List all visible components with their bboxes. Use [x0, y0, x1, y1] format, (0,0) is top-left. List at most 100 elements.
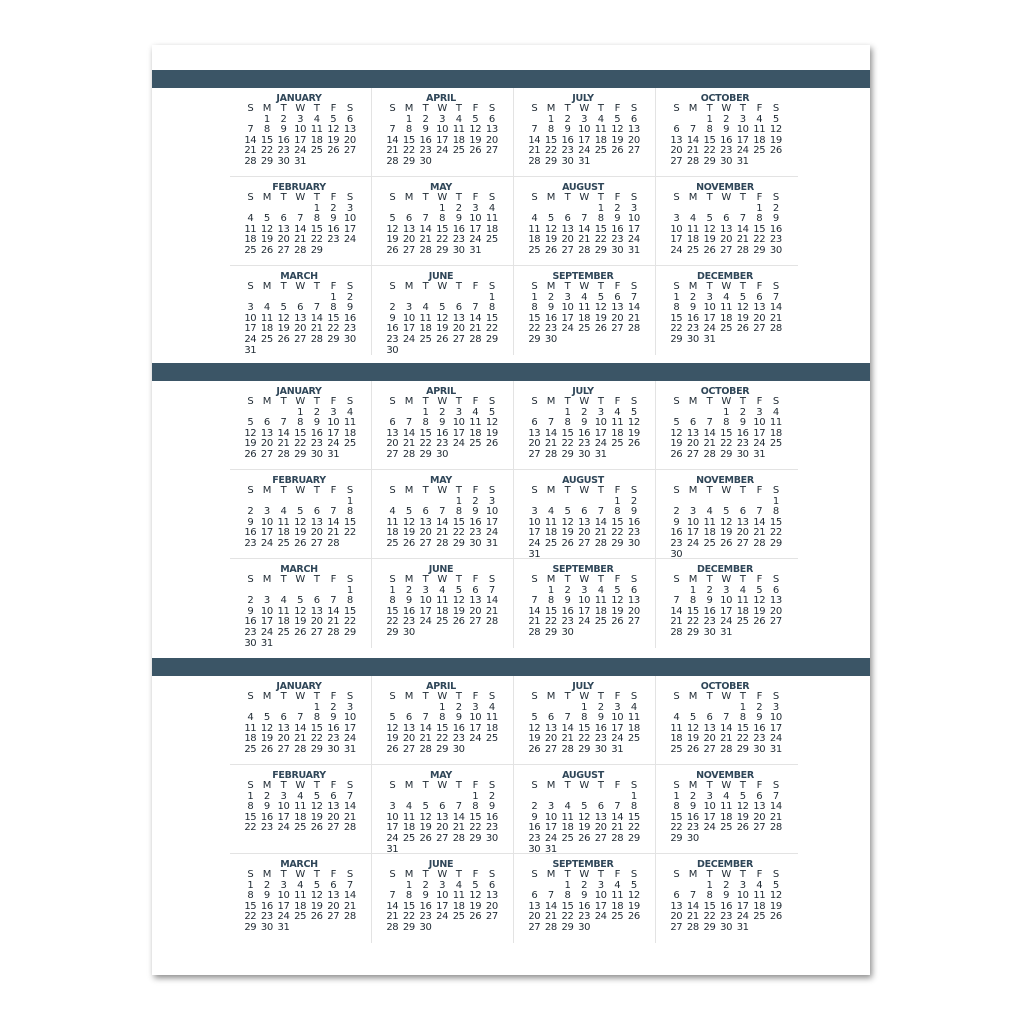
day-number: 5	[455, 584, 462, 596]
day-number: 21	[402, 438, 415, 450]
day-number: 14	[627, 302, 640, 314]
day-number: 20	[544, 733, 557, 745]
day-number: 11	[753, 124, 766, 136]
day-number: 23	[703, 616, 716, 628]
weekday-header: M	[688, 396, 698, 407]
day-number: 27	[310, 626, 323, 638]
day-number: 13	[327, 890, 340, 902]
day-grid: S M T W T F S 1 2 3 4 5 6 7 8 9 10 11 12 13 14 15 16 17 18 19 20 21…	[668, 574, 798, 639]
day-number: 13	[611, 302, 624, 314]
day-number: 10	[277, 801, 290, 813]
day-number: 10	[578, 124, 591, 136]
day-number: 18	[703, 527, 716, 539]
year-band	[152, 658, 870, 676]
day-number: 28	[703, 448, 716, 460]
day-number: 31	[528, 548, 541, 560]
day-number: 19	[260, 733, 273, 745]
weekday-header: S	[346, 192, 353, 203]
day-grid: S M T W T F S 1 2 3 4 5 6 7 8 9 10 11 12 13 14 15 16 17 18 19 20 21…	[526, 281, 655, 346]
day-number: 17	[260, 527, 273, 539]
day-number: 25	[686, 244, 699, 256]
day-number: 26	[386, 244, 399, 256]
day-number: 24	[386, 832, 399, 844]
day-number: 15	[485, 312, 498, 324]
day-number: 30	[720, 155, 733, 167]
day-number: 5	[564, 506, 571, 518]
day-number: 20	[402, 733, 415, 745]
day-number: 10	[244, 312, 257, 324]
weekday-header: F	[330, 103, 337, 114]
day-number: 26	[528, 743, 541, 755]
weekday-header: T	[422, 691, 429, 702]
weekday-header: T	[564, 869, 571, 880]
day-number: 4	[297, 879, 304, 891]
weekday-header: F	[756, 281, 763, 292]
day-number: 15	[386, 605, 399, 617]
day-number: 14	[528, 134, 541, 146]
weekday-header: T	[564, 485, 571, 496]
day-number: 21	[343, 811, 356, 823]
day-number: 1	[756, 202, 763, 214]
day-number: 23	[753, 733, 766, 745]
day-number: 23	[544, 323, 557, 335]
day-number: 5	[756, 584, 763, 596]
day-number: 27	[277, 244, 290, 256]
day-number: 2	[564, 113, 571, 125]
day-number: 21	[419, 234, 432, 246]
month-name: JULY	[572, 93, 594, 104]
day-number: 26	[327, 145, 340, 157]
day-number: 5	[330, 113, 337, 125]
day-number: 18	[244, 234, 257, 246]
day-number: 20	[561, 234, 574, 246]
day-number: 1	[597, 202, 604, 214]
month-name: MARCH	[280, 271, 318, 282]
day-number: 10	[452, 417, 465, 429]
month-march: MARCH S M T W T F S 1 2 3 4 5 6 7 8 9 10 11 12 13 14 15 16 17 18 1…	[230, 266, 372, 355]
day-number: 19	[753, 605, 766, 617]
month-name: SEPTEMBER	[552, 564, 614, 575]
weekday-header: F	[756, 192, 763, 203]
day-number: 4	[614, 879, 621, 891]
day-number: 4	[346, 406, 353, 418]
day-number: 10	[594, 890, 607, 902]
day-number: 5	[389, 213, 396, 225]
day-number: 12	[627, 890, 640, 902]
day-number: 12	[469, 124, 482, 136]
day-number: 9	[723, 124, 730, 136]
day-number: 10	[703, 801, 716, 813]
day-number: 25	[753, 145, 766, 157]
day-number: 22	[294, 438, 307, 450]
weekday-header: F	[472, 691, 479, 702]
day-number: 16	[561, 605, 574, 617]
day-number: 3	[405, 302, 412, 314]
weekday-header: S	[673, 780, 680, 791]
day-number: 16	[260, 811, 273, 823]
day-number: 5	[263, 213, 270, 225]
day-number: 2	[263, 790, 270, 802]
month-name: OCTOBER	[700, 386, 750, 397]
day-number: 1	[772, 495, 779, 507]
day-number: 25	[769, 438, 782, 450]
weekday-header: T	[455, 103, 462, 114]
day-number: 26	[294, 537, 307, 549]
day-number: 12	[452, 595, 465, 607]
day-number: 12	[594, 302, 607, 314]
day-number: 8	[673, 801, 680, 813]
weekday-header: S	[247, 574, 254, 585]
day-number: 23	[386, 333, 399, 345]
day-number: 29	[469, 832, 482, 844]
day-number: 30	[561, 155, 574, 167]
day-number: 29	[244, 921, 257, 933]
day-number: 29	[561, 921, 574, 933]
day-number: 7	[723, 712, 730, 724]
day-number: 4	[689, 213, 696, 225]
day-number: 25	[753, 911, 766, 923]
day-number: 27	[469, 616, 482, 628]
day-number: 27	[327, 822, 340, 834]
day-number: 25	[260, 333, 273, 345]
month-name: OCTOBER	[700, 681, 750, 692]
day-number: 8	[630, 801, 637, 813]
weekday-header: S	[247, 192, 254, 203]
month-august: AUGUST S M T W T F S 1 2 3 4 5 6 7 8 9 10 11 12 13 14 15 16 17 18…	[514, 470, 656, 559]
day-number: 8	[439, 712, 446, 724]
